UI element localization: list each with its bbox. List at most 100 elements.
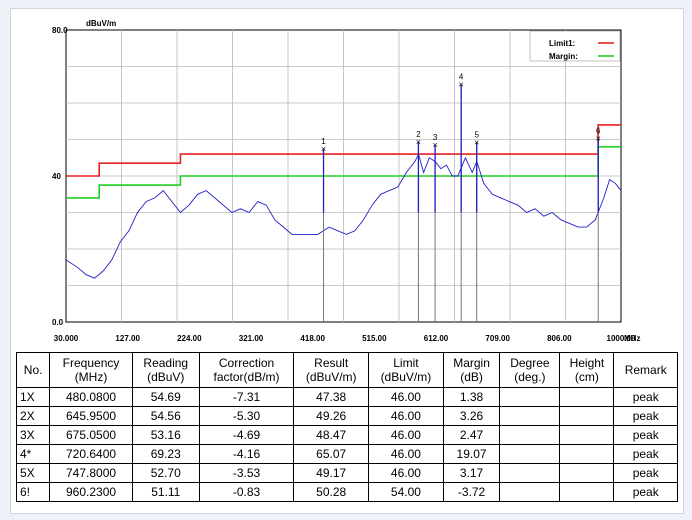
column-header: Frequency (MHz) [49,352,133,388]
table-cell: peak [613,444,678,464]
limit-line [66,124,621,177]
table-cell: 47.38 [293,387,370,407]
marker-label: 1 [321,137,326,146]
table-cell [559,387,615,407]
table-cell [499,425,561,445]
table-cell: 51.11 [131,482,200,502]
table-cell: 19.07 [442,444,501,464]
marker-x: × [416,137,421,147]
column-header: Limit (dBuV/m) [368,352,444,388]
table-cell: 675.0500 [49,425,133,445]
table-cell: 480.0800 [49,387,133,407]
column-header-line1: Correction [218,356,275,370]
table-row: 2X 645.9500 54.56 -5.30 49.26 46.00 3.26 peak [15,406,678,426]
table-cell: 720.6400 [49,444,133,464]
column-header: Degree (deg.) [499,352,561,388]
table-row: 1X 480.0800 54.69 -7.31 47.38 46.00 1.38 peak [15,387,678,407]
table-cell: peak [613,406,678,426]
column-header: Margin (dB) [442,352,501,388]
column-header-line1: Frequency [62,356,120,370]
table-cell: 52.70 [131,463,200,483]
table-row: 3X 675.0500 53.16 -4.69 48.47 46.00 2.47 peak [15,425,678,445]
table-cell: 960.2300 [49,482,133,502]
y-tick-label: 0.0 [52,318,64,327]
table-cell: -4.69 [198,425,295,445]
column-header-line2: (dBuV) [147,370,185,384]
x-tick-label: 321.00 [239,334,264,343]
table-row: 4* 720.6400 69.23 -4.16 65.07 46.00 19.07 peak [15,444,678,464]
x-tick-label: 709.00 [485,334,510,343]
table-cell [559,406,615,426]
table-cell: 46.00 [368,444,444,464]
column-header: No. [15,352,51,388]
table-cell: peak [613,425,678,445]
tick-labels: 30.000 127.00 224.00 321.00 418.00 515.00 612.… [52,26,636,343]
table-cell: 3.17 [442,463,501,483]
marker-label: 3 [433,133,438,142]
table-cell: -5.30 [198,406,295,426]
table-cell: 65.07 [293,444,370,464]
y-tick-label: 40 [52,172,61,181]
table-cell: 2.47 [442,425,501,445]
table-cell: 2X [15,406,51,426]
table-cell: 48.47 [293,425,370,445]
table-cell [559,444,615,464]
table-cell: 49.26 [293,406,370,426]
marker-label: 5 [474,131,479,140]
table-cell: -3.72 [442,482,501,502]
table-cell: 54.56 [131,406,200,426]
table-header-row: No. Frequency (MHz) Reading (dBuV) Correction… [15,352,678,388]
column-header-line1: Degree [510,356,550,370]
markers-layer: ×1 ×2×3×4×5 ×6 [321,72,601,322]
column-header-line2: (dB) [460,370,483,384]
table-cell: 49.17 [293,463,370,483]
table-cell: 46.00 [368,387,444,407]
table-cell: 5X [15,463,51,483]
table-cell [559,463,615,483]
table-cell: 54.00 [368,482,444,502]
table-cell: -7.31 [198,387,295,407]
marker-label: 2 [416,130,421,139]
x-tick-label: 30.000 [54,334,79,343]
column-header-line2: (dBuV/m) [305,370,357,384]
table-cell [499,463,561,483]
column-header-line1: Reading [143,356,189,370]
x-tick-label: 612.00 [424,334,449,343]
table-cell: 3X [15,425,51,445]
table-cell: peak [613,463,678,483]
table-cell [559,482,615,502]
table-cell [499,406,561,426]
measurement-trace [65,152,622,279]
x-tick-label: 224.00 [177,334,202,343]
x-tick-label: 1000.00 [607,334,636,343]
y-axis-label: dBuV/m [86,19,116,28]
column-header: Remark [613,352,678,388]
table-row: 5X 747.8000 52.70 -3.53 49.17 46.00 3.17 peak [15,463,678,483]
table-cell: 69.23 [131,444,200,464]
x-axis-unit: MHz [624,334,640,343]
table-cell: peak [613,387,678,407]
marker-x: × [474,138,479,148]
table-cell: -3.53 [198,463,295,483]
table-cell: 46.00 [368,406,444,426]
column-header-line1: Height [569,356,605,370]
marker-x: × [459,79,464,89]
column-header: Result (dBuV/m) [293,352,370,388]
x-tick-label: 806.00 [547,334,572,343]
column-header-line1: No. [23,363,43,377]
table-cell: 1X [15,387,51,407]
table-cell: 50.28 [293,482,370,502]
table-cell: 46.00 [368,425,444,445]
table-body: 1X 480.0800 54.69 -7.31 47.38 46.00 1.38 peak 2X… [15,387,678,502]
table-cell: 53.16 [131,425,200,445]
table-cell [499,387,561,407]
column-header-line1: Remark [624,363,667,377]
x-tick-label: 418.00 [300,334,325,343]
column-header-line2: (deg.) [514,370,546,384]
table-cell [559,425,615,445]
table-cell [499,444,561,464]
legend: Limit1: Margin: [529,30,621,62]
legend-label: Margin: [549,52,578,61]
marker-x: × [596,133,601,143]
marker-label: 4 [459,72,464,81]
